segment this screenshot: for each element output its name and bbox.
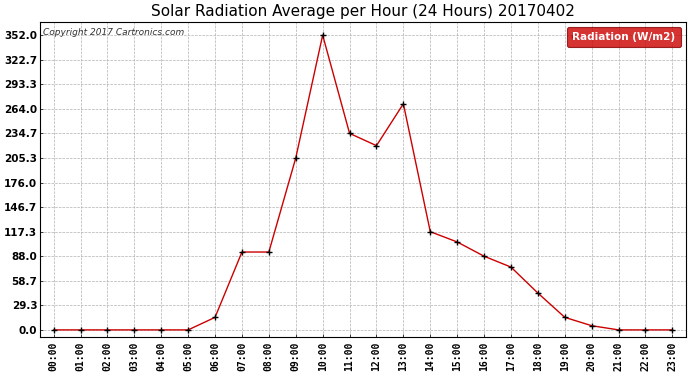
Text: Copyright 2017 Cartronics.com: Copyright 2017 Cartronics.com	[43, 28, 185, 37]
Legend: Radiation (W/m2): Radiation (W/m2)	[567, 27, 680, 47]
Title: Solar Radiation Average per Hour (24 Hours) 20170402: Solar Radiation Average per Hour (24 Hou…	[151, 4, 575, 19]
